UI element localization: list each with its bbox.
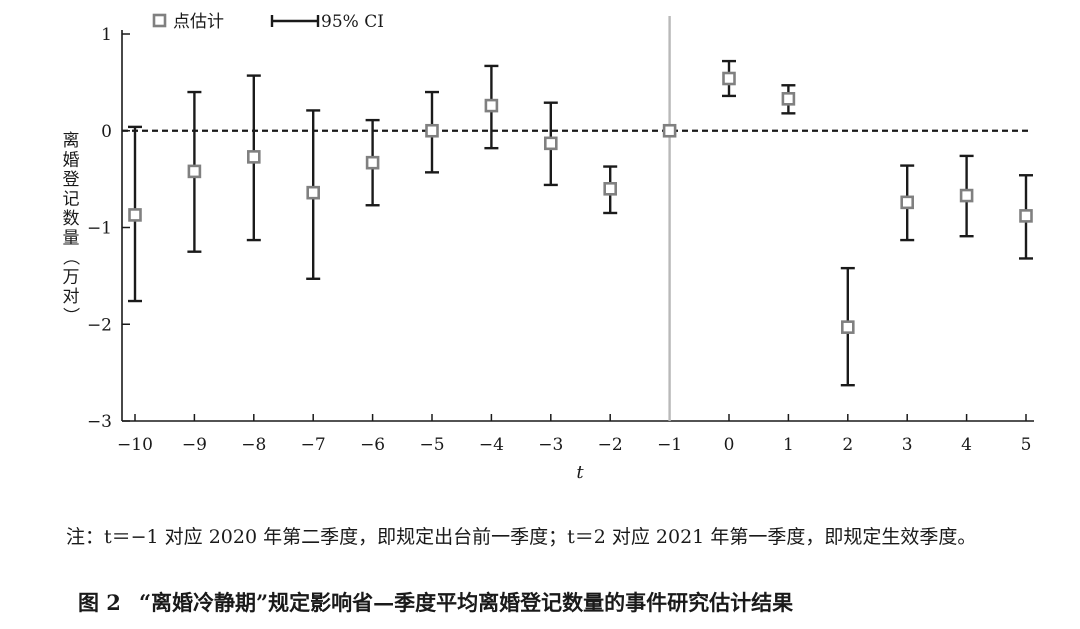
point-estimate: [128, 208, 142, 222]
y-axis-label-char: ）: [60, 307, 80, 324]
legend-ci-label: 95% CI: [321, 12, 384, 32]
y-tick-label: −3: [87, 412, 112, 432]
x-tick-label: −3: [538, 435, 563, 455]
figure-note: 注：t＝−1 对应 2020 年第二季度，即规定出台前一季度；t＝2 对应 20…: [66, 526, 977, 548]
x-tick-label: −6: [360, 435, 385, 455]
point-estimate: [722, 71, 736, 86]
point-estimate: [365, 155, 380, 170]
x-tick-label: 0: [724, 435, 735, 455]
point-estimate: [306, 185, 321, 200]
y-axis-label-char: （: [60, 249, 80, 266]
point-estimate: [543, 136, 558, 151]
axis-labels: t 离婚登记数量（ 万对）: [60, 131, 584, 483]
point-estimate: [900, 195, 915, 210]
point-estimate: [425, 123, 439, 138]
legend: 点估计 95% CI: [152, 12, 384, 32]
x-tick-label: −8: [241, 435, 266, 455]
y-tick-label: −2: [87, 315, 112, 335]
axes: [121, 30, 1034, 422]
y-axis-label-char: 万: [63, 268, 80, 288]
y-axis-label-char: 对: [63, 287, 80, 307]
y-axis-label: 离婚登记数量（ 万对）: [60, 131, 80, 324]
x-tick-label: −5: [419, 435, 444, 455]
tick-labels: −3−2−101−10 −9 −8 −7 −6 −5 −4 −3 −2 −1 0 1 2 3 4 5: [87, 25, 1031, 455]
y-tick-label: 0: [101, 122, 112, 142]
point-estimate: [840, 320, 855, 334]
y-axis-label-char: 量: [63, 229, 80, 249]
reference-lines: [122, 16, 1030, 421]
x-tick-label: −10: [117, 435, 153, 455]
x-tick-label: 4: [961, 435, 972, 455]
x-tick-label: −4: [479, 435, 504, 455]
x-tick-label: 3: [902, 435, 913, 455]
x-tick-label: 2: [842, 435, 853, 455]
x-tick-label: −7: [301, 435, 326, 455]
point-estimate: [247, 150, 261, 164]
x-axis-label: t: [576, 462, 584, 483]
y-axis-label-char: 婚: [63, 151, 80, 171]
x-tick-label: −9: [182, 435, 207, 455]
ci-bars: [128, 59, 1033, 387]
point-estimates: [128, 71, 1033, 334]
y-tick-label: −1: [87, 219, 112, 239]
event-study-chart: −3−2−101−10 −9 −8 −7 −6 −5 −4 −3 −2 −1 0 1 2 3 4 5 点估计 9…: [60, 12, 1034, 483]
y-axis-label-char: 记: [63, 190, 80, 210]
point-estimate: [603, 182, 618, 196]
figure-title: “离婚冷静期”规定影响省—季度平均离婚登记数量的事件研究估计结果: [138, 590, 794, 615]
x-tick-label: 1: [783, 435, 794, 455]
y-tick-label: 1: [101, 25, 112, 45]
legend-point-marker: [152, 13, 167, 28]
figure-caption: 图 2 “离婚冷静期”规定影响省—季度平均离婚登记数量的事件研究估计结果: [78, 587, 1058, 617]
x-tick-label: −2: [598, 435, 623, 455]
legend-point-label: 点估计: [173, 12, 224, 32]
y-axis-label-char: 登: [63, 170, 80, 190]
x-tick-label: −1: [657, 435, 682, 455]
figure-number: 图 2: [78, 590, 121, 615]
y-axis-label-char: 数: [63, 209, 80, 229]
point-estimate: [1019, 209, 1033, 223]
point-estimate: [187, 164, 202, 179]
point-estimate: [484, 98, 499, 113]
point-estimate: [662, 123, 677, 138]
point-estimate: [781, 92, 796, 106]
x-tick-label: 5: [1021, 435, 1032, 455]
point-estimate: [959, 188, 974, 203]
y-axis-label-char: 离: [63, 131, 80, 151]
